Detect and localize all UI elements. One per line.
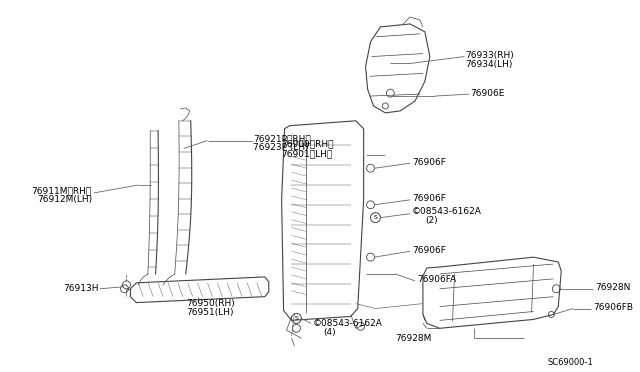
Text: 76906E: 76906E (470, 89, 505, 97)
Text: 76934(LH): 76934(LH) (465, 60, 513, 69)
Text: 76906F: 76906F (412, 158, 446, 167)
Text: 76906F: 76906F (412, 194, 446, 203)
Text: 76921P〈RH〉: 76921P〈RH〉 (253, 134, 310, 143)
Text: (2): (2) (425, 216, 438, 225)
Text: 76933(RH): 76933(RH) (465, 51, 514, 60)
Text: 76950(RH): 76950(RH) (186, 299, 234, 308)
Text: SC69000-1: SC69000-1 (547, 358, 593, 367)
Text: 76913H: 76913H (63, 284, 99, 293)
Text: 76900〈RH〉: 76900〈RH〉 (282, 139, 334, 148)
Text: 76911M〈RH〉: 76911M〈RH〉 (31, 186, 92, 195)
Text: 76906F: 76906F (412, 246, 446, 255)
Text: 76901〈LH〉: 76901〈LH〉 (282, 149, 333, 158)
Text: 76928N: 76928N (595, 283, 630, 292)
Text: ©08543-6162A: ©08543-6162A (412, 207, 482, 216)
Text: (4): (4) (323, 328, 336, 337)
Text: 76906FA: 76906FA (417, 275, 456, 284)
Text: S: S (294, 316, 298, 321)
Text: 76928M: 76928M (396, 334, 431, 343)
Text: S: S (374, 215, 378, 220)
Text: 76906FB: 76906FB (593, 303, 633, 312)
Text: ©08543-6162A: ©08543-6162A (313, 319, 383, 328)
Text: 76912M(LH): 76912M(LH) (36, 195, 92, 204)
Text: 76923P (LH): 76923P (LH) (253, 143, 308, 152)
Text: 76951(LH): 76951(LH) (186, 308, 233, 317)
